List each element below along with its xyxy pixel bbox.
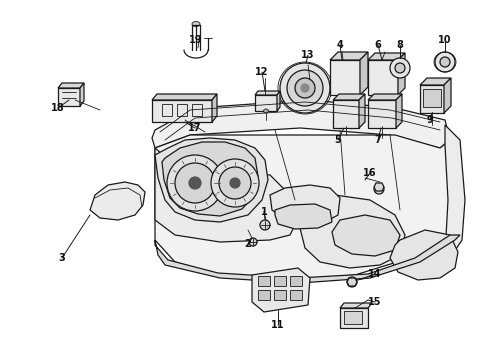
Text: 19: 19 [189, 35, 203, 45]
Polygon shape [358, 94, 364, 128]
Text: 4: 4 [336, 40, 343, 50]
Polygon shape [254, 91, 280, 95]
Bar [273, 276, 285, 286]
Text: 5: 5 [334, 135, 341, 145]
Circle shape [189, 177, 201, 189]
Text: 1: 1 [260, 207, 267, 217]
Text: 2: 2 [244, 239, 251, 249]
Text: 13: 13 [301, 50, 314, 60]
Polygon shape [155, 135, 459, 280]
Polygon shape [329, 60, 359, 95]
Bar [289, 276, 302, 286]
Bar [422, 89, 440, 107]
Bar [339, 308, 367, 328]
Polygon shape [444, 125, 464, 258]
Polygon shape [162, 142, 258, 216]
Circle shape [210, 159, 259, 207]
Circle shape [439, 57, 449, 67]
Polygon shape [155, 235, 459, 283]
Text: 16: 16 [363, 168, 376, 178]
Polygon shape [58, 83, 84, 88]
Polygon shape [419, 85, 443, 113]
Polygon shape [329, 52, 367, 60]
Circle shape [373, 184, 383, 194]
Circle shape [389, 58, 409, 78]
Circle shape [280, 63, 329, 113]
Circle shape [219, 167, 250, 199]
Polygon shape [389, 230, 457, 280]
Bar [254, 95, 276, 111]
Circle shape [346, 277, 356, 287]
Polygon shape [332, 94, 364, 100]
Circle shape [286, 70, 323, 106]
Text: 7: 7 [374, 135, 381, 145]
Polygon shape [367, 60, 397, 95]
Circle shape [434, 52, 454, 72]
Ellipse shape [192, 22, 200, 27]
Polygon shape [373, 183, 383, 191]
Text: 8: 8 [396, 40, 403, 50]
Polygon shape [212, 94, 217, 122]
Circle shape [260, 220, 269, 230]
Polygon shape [332, 100, 358, 128]
Circle shape [294, 78, 314, 98]
Polygon shape [367, 100, 395, 128]
Polygon shape [359, 52, 367, 95]
Polygon shape [90, 182, 145, 220]
Polygon shape [419, 78, 450, 85]
Polygon shape [395, 94, 401, 128]
Polygon shape [346, 278, 356, 286]
Bar [273, 290, 285, 300]
Text: 3: 3 [59, 253, 65, 263]
Polygon shape [152, 100, 449, 148]
Bar [152, 100, 212, 122]
Circle shape [229, 178, 240, 188]
Circle shape [167, 155, 223, 211]
Circle shape [248, 238, 257, 246]
Text: 9: 9 [426, 115, 432, 125]
Polygon shape [331, 215, 399, 256]
Text: 11: 11 [271, 320, 284, 330]
Bar [162, 104, 172, 116]
Polygon shape [80, 83, 84, 106]
Polygon shape [367, 53, 404, 60]
Bar [343, 311, 361, 324]
Ellipse shape [263, 109, 268, 113]
Text: 6: 6 [374, 40, 381, 50]
Circle shape [175, 163, 215, 203]
Polygon shape [397, 53, 404, 95]
Circle shape [394, 63, 404, 73]
Polygon shape [443, 78, 450, 113]
Polygon shape [299, 195, 404, 268]
Polygon shape [276, 91, 280, 111]
Text: 10: 10 [437, 35, 451, 45]
Polygon shape [339, 303, 371, 308]
Bar [289, 290, 302, 300]
Bar [192, 104, 202, 116]
Polygon shape [367, 94, 401, 100]
Polygon shape [155, 148, 294, 242]
Polygon shape [155, 138, 267, 222]
Text: 12: 12 [255, 67, 268, 77]
Polygon shape [274, 204, 331, 229]
Text: 17: 17 [188, 123, 202, 133]
Text: 15: 15 [367, 297, 381, 307]
Text: 14: 14 [367, 269, 381, 279]
Polygon shape [152, 94, 217, 100]
Bar [258, 290, 269, 300]
Text: 18: 18 [51, 103, 65, 113]
Bar [58, 88, 80, 106]
Bar [258, 276, 269, 286]
Polygon shape [251, 268, 309, 312]
Bar [177, 104, 186, 116]
Polygon shape [269, 185, 339, 224]
Circle shape [301, 84, 308, 92]
